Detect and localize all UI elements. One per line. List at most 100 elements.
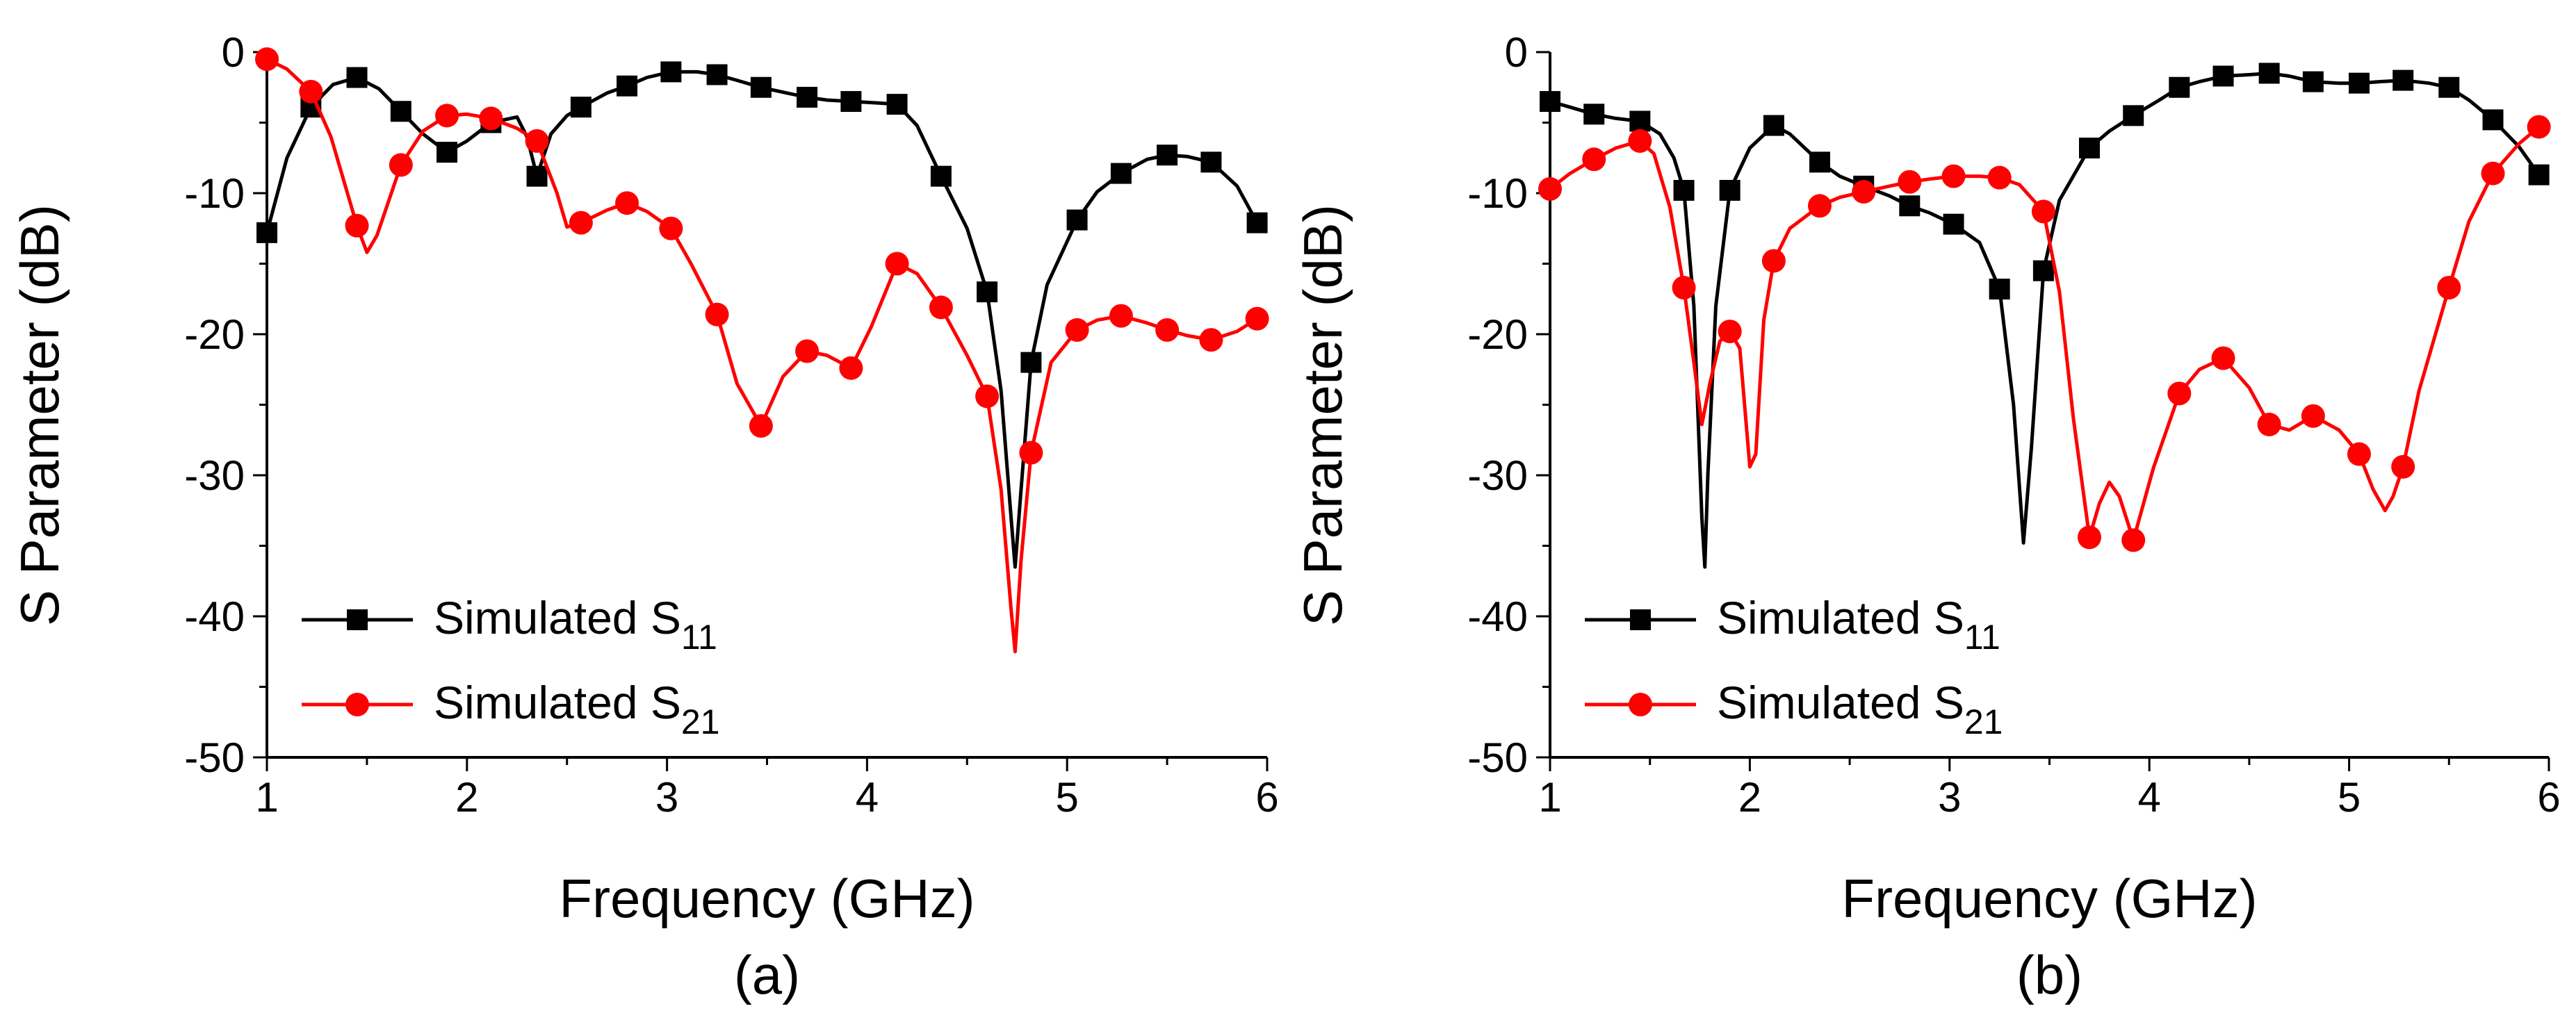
data-point [1109,304,1133,328]
data-point [1763,115,1784,136]
legend: Simulated S11 Simulated S21 [302,592,719,741]
data-point [2169,76,2190,98]
data-point [2437,276,2461,300]
data-point [1761,249,1786,273]
data-point [1582,147,1606,172]
data-point [1673,179,1695,201]
data-point [1719,179,1741,201]
data-point [1987,165,2012,190]
data-point [2032,260,2054,281]
data-point [930,165,952,187]
series-2 [1538,115,2551,552]
data-point [479,106,503,131]
data-point [1807,194,1832,218]
legend-marker [347,609,368,630]
data-point [2527,115,2551,139]
y-tick-label: -30 [184,452,245,499]
x-tick-label: 6 [1255,774,1278,821]
data-point [389,153,413,177]
data-point [525,129,549,153]
data-point [977,281,998,303]
data-point [1157,145,1178,166]
data-point [2438,76,2460,98]
data-point [255,47,279,72]
legend-marker [1630,609,1651,630]
legend-label: Simulated S11 [434,592,717,657]
data-point [256,222,277,243]
data-point [2167,381,2192,406]
data-point [569,211,593,235]
data-point [617,75,638,97]
data-point [797,86,818,108]
data-point [705,302,729,327]
data-point [2301,404,2325,428]
data-point [2481,161,2505,186]
data-point [2078,138,2100,159]
data-point [1199,328,1223,352]
data-point [346,67,368,88]
data-point [1065,318,1089,342]
x-tick-label: 5 [1056,774,1079,821]
data-point [839,356,863,380]
data-point [435,104,459,128]
x-tick-label: 5 [2338,774,2361,821]
x-tick-label: 6 [2537,774,2560,821]
y-tick-label: 0 [222,29,245,76]
panel-label: (a) [734,944,800,1005]
y-axis-title: S Parameter (dB) [9,204,70,626]
x-axis-title: Frequency (GHz) [559,868,975,929]
data-point [750,76,772,98]
data-point [1629,110,1651,132]
legend: Simulated S11 Simulated S21 [1585,592,2003,741]
series-1 [256,61,1268,569]
data-point [1538,176,1562,201]
data-point [299,79,323,104]
data-point [660,61,682,83]
chart-panel-1: 1 2 3 4 5 6 0 -10 -20 -30 -40 -50 Frequency (GHz) S P… [9,29,1279,1005]
data-point [1809,151,1830,173]
y-tick-label: -50 [1467,734,1528,781]
data-point [2348,72,2370,94]
series-2 [255,47,1269,654]
y-tick-label: -40 [184,593,245,640]
data-point [1066,209,1088,231]
data-point [2212,65,2234,87]
data-point [526,165,548,187]
x-tick-label: 4 [856,774,879,821]
data-point [2302,71,2324,92]
data-point [1110,163,1132,184]
legend-subscript: 21 [681,702,720,741]
data-point [2258,63,2280,84]
legend-marker [1629,693,1652,716]
data-point [2391,454,2415,479]
data-point [570,97,592,118]
y-tick-label: -10 [1467,170,1528,217]
data-point [390,101,411,122]
data-point [615,191,639,215]
legend-subscript: 11 [1964,618,2000,657]
data-point [1989,279,2010,300]
data-point [795,339,820,363]
data-point [345,213,369,238]
data-point [1019,441,1043,465]
series-line [1549,125,2541,542]
y-tick-label: -50 [184,734,245,781]
y-tick-label: 0 [1505,29,1528,76]
x-tick-label: 1 [1538,774,1561,821]
data-point [1672,276,1696,300]
y-tick-label: -20 [184,311,245,358]
y-axis-title: S Parameter (dB) [1292,204,1353,626]
data-point [1628,129,1652,153]
data-point [1540,91,1560,113]
legend-marker [345,693,369,716]
data-point [2392,69,2414,91]
data-point [2121,528,2146,552]
data-point [1941,164,1966,188]
data-point [1852,179,1876,204]
data-point [840,91,862,113]
data-point [2257,412,2281,436]
legend-label: Simulated S21 [1717,677,2003,741]
data-point [659,216,683,240]
legend-subscript: 21 [1964,702,2003,741]
data-point [437,142,458,163]
